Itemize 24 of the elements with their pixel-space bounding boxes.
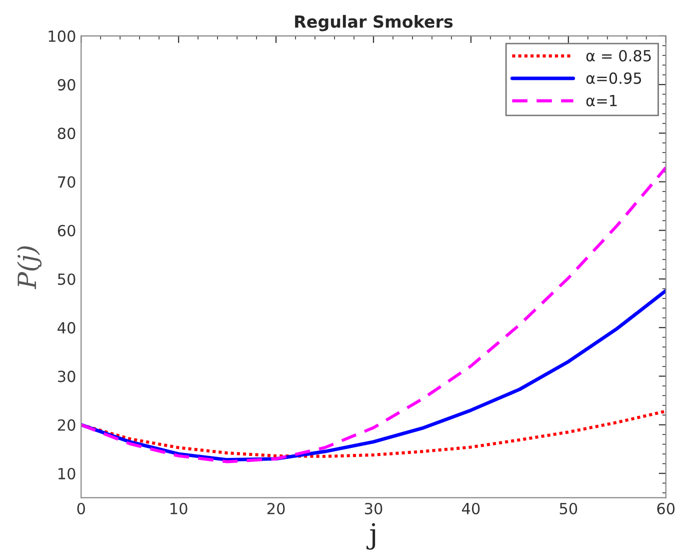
x-axis-title: j — [366, 523, 376, 550]
y-tick-label: 100 — [48, 30, 76, 42]
legend-label: α = 0.85 — [586, 50, 651, 62]
x-tick-label: 0 — [77, 502, 85, 514]
y-tick-label: 90 — [58, 79, 76, 91]
x-tick-label: 40 — [462, 502, 480, 514]
y-tick-label: 80 — [58, 128, 76, 140]
x-tick-label: 50 — [560, 502, 578, 514]
y-tick-label: 50 — [58, 273, 76, 285]
y-tick-label: 20 — [58, 419, 76, 431]
chart-title: Regular Smokers — [295, 14, 453, 32]
y-axis-title: P(j) — [16, 246, 42, 290]
y-tick-label: 60 — [58, 224, 76, 236]
legend-label: α=1 — [586, 95, 617, 106]
legend-label: α=0.95 — [586, 72, 642, 84]
x-tick-label: 60 — [657, 502, 675, 514]
y-tick-label: 40 — [58, 322, 76, 334]
x-tick-label: 10 — [170, 502, 188, 514]
y-tick-label: 30 — [58, 370, 76, 382]
y-tick-label: 10 — [58, 468, 76, 480]
x-tick-label: 30 — [364, 502, 382, 514]
y-tick-label: 70 — [58, 176, 76, 188]
x-tick-label: 20 — [267, 502, 285, 514]
line-series — [81, 166, 666, 464]
